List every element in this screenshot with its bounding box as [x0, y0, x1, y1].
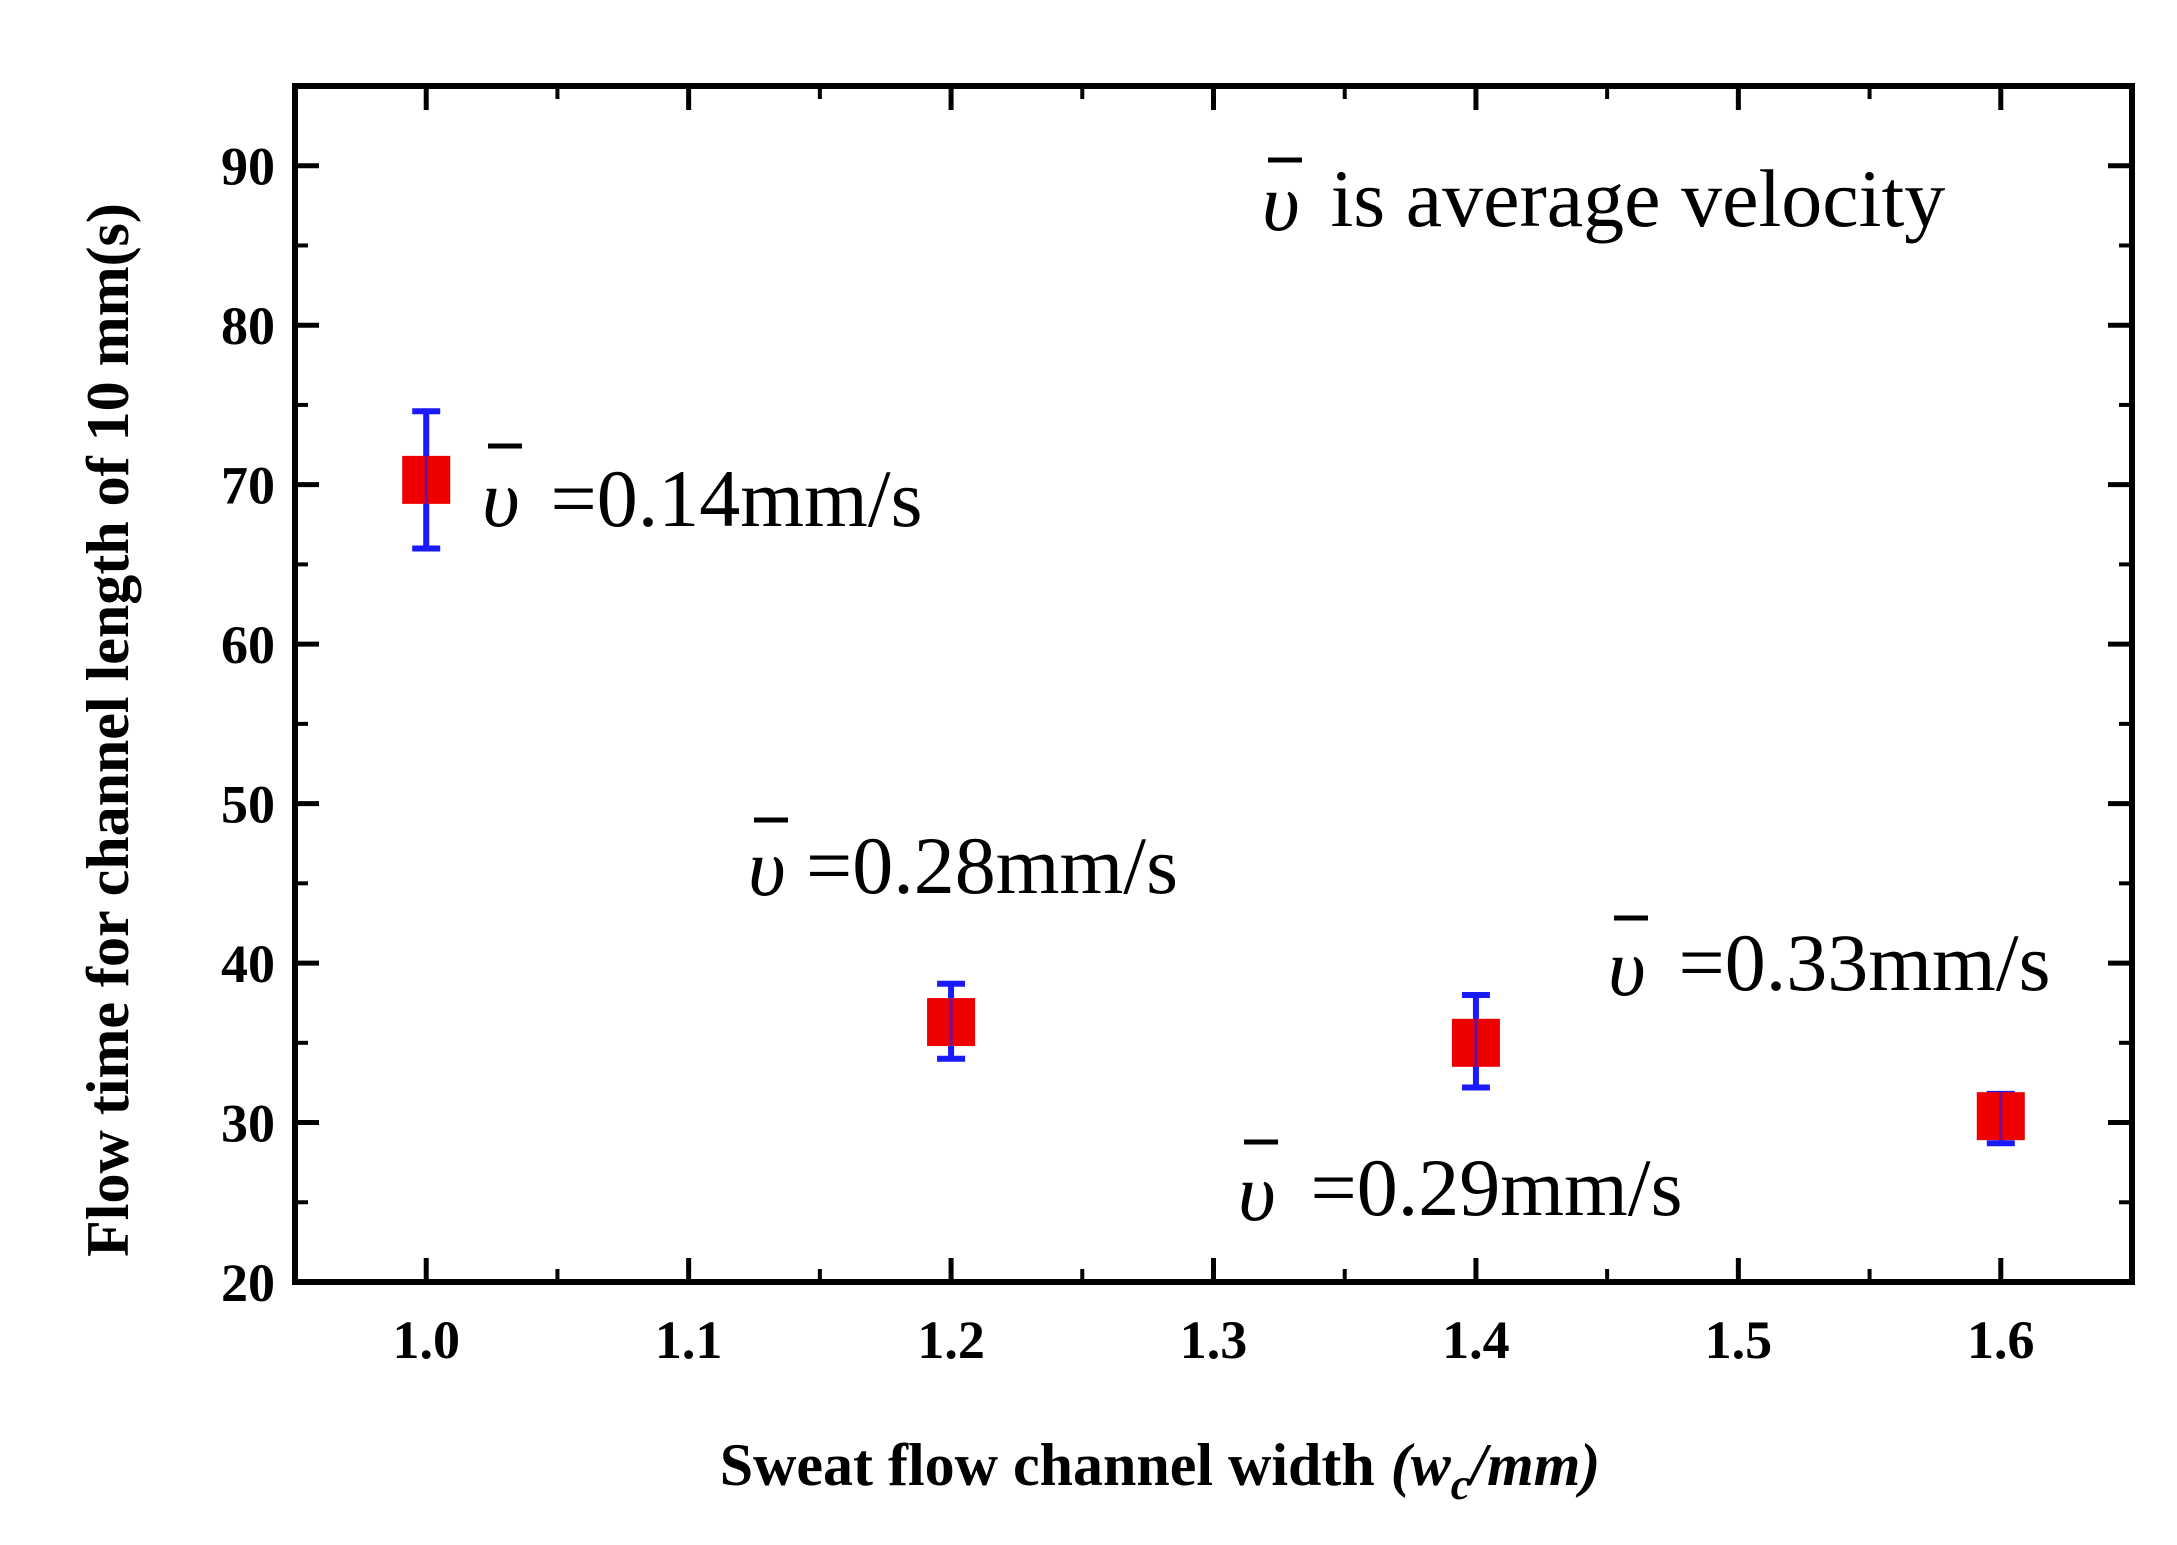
- annotation-label-4: =0.33mm/s: [1658, 917, 2051, 1008]
- velocity-symbol-4: υ: [1608, 922, 1646, 1013]
- velocity-symbol-3: υ: [1238, 1147, 1276, 1238]
- plot-frame: [292, 83, 2135, 1285]
- legend-note-text: is average velocity: [1310, 153, 1945, 244]
- data-points: [402, 408, 2025, 1147]
- annotation-point-4: υ =0.33mm/s: [1608, 915, 2051, 1013]
- x-axis-title-subscript: c: [1451, 1460, 1471, 1509]
- x-tick-labels: 1.0 1.1 1.2 1.3 1.4 1.5 1.6: [392, 1310, 2034, 1370]
- x-tick-label: 1.1: [655, 1310, 723, 1370]
- annotation-point-1: υ =0.14mm/s: [482, 443, 923, 544]
- data-point: [1451, 991, 1500, 1091]
- x-tick-label: 1.6: [1967, 1310, 2035, 1370]
- y-tick-label: 50: [221, 775, 275, 835]
- velocity-symbol-2: υ: [748, 822, 786, 913]
- y-tick-label: 40: [221, 934, 275, 994]
- velocity-symbol-1: υ: [482, 453, 520, 544]
- annotation-point-3: υ =0.29mm/s: [1238, 1139, 1683, 1238]
- y-axis-title: Flow time for channel length of 10 mm(s): [75, 203, 141, 1257]
- data-point: [927, 980, 976, 1062]
- y-tick-label: 70: [221, 456, 275, 516]
- x-tick-label: 1.5: [1705, 1310, 1773, 1370]
- annotation-point-2: υ =0.28mm/s: [748, 817, 1178, 913]
- data-point: [402, 408, 451, 552]
- x-axis-title-unit-close: /mm): [1466, 1432, 1600, 1498]
- y-tick-labels: 20 30 40 50 60 70 80 90: [221, 137, 275, 1313]
- legend-note: υ is average velocity: [1262, 153, 1945, 248]
- annotation-label-1: =0.14mm/s: [530, 453, 923, 544]
- x-tick-label: 1.0: [392, 1310, 460, 1370]
- x-tick-label: 1.3: [1180, 1310, 1248, 1370]
- x-axis-title-main: Sweat flow channel width: [720, 1432, 1375, 1498]
- data-point: [1976, 1090, 2025, 1147]
- annotation-label-2: =0.28mm/s: [806, 820, 1178, 911]
- annotation-label-3: =0.29mm/s: [1290, 1142, 1683, 1233]
- y-tick-label: 80: [221, 296, 275, 356]
- x-tick-label: 1.4: [1442, 1310, 1510, 1370]
- y-tick-label: 90: [221, 137, 275, 197]
- y-tick-label: 60: [221, 615, 275, 675]
- velocity-symbol-note: υ: [1262, 157, 1300, 248]
- x-tick-label: 1.2: [917, 1310, 985, 1370]
- x-axis-title-unit-open: (w: [1391, 1432, 1452, 1498]
- y-tick-label: 20: [221, 1253, 275, 1313]
- x-axis-title: Sweat flow channel width (wc/mm): [720, 1432, 1601, 1509]
- tick-marks: [295, 86, 2132, 1285]
- y-tick-label: 30: [221, 1094, 275, 1154]
